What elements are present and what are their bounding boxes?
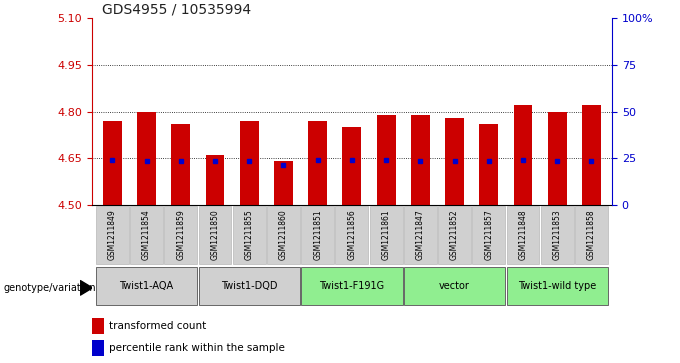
- Text: GSM1211855: GSM1211855: [245, 210, 254, 260]
- Bar: [582, 105, 601, 205]
- Text: GSM1211856: GSM1211856: [347, 210, 356, 260]
- Bar: [479, 124, 498, 205]
- Text: GSM1211849: GSM1211849: [108, 210, 117, 260]
- Text: Twist1-wild type: Twist1-wild type: [518, 281, 596, 291]
- Bar: [92, 340, 104, 356]
- FancyBboxPatch shape: [130, 206, 163, 264]
- Text: GSM1211847: GSM1211847: [416, 210, 425, 260]
- FancyBboxPatch shape: [507, 267, 608, 305]
- Text: vector: vector: [439, 281, 470, 291]
- FancyBboxPatch shape: [335, 206, 369, 264]
- Text: GSM1211851: GSM1211851: [313, 210, 322, 260]
- Bar: [274, 162, 293, 205]
- FancyBboxPatch shape: [473, 206, 505, 264]
- Text: GSM1211853: GSM1211853: [553, 210, 562, 260]
- Bar: [240, 121, 258, 205]
- FancyBboxPatch shape: [96, 206, 129, 264]
- Bar: [205, 155, 224, 205]
- FancyBboxPatch shape: [267, 206, 300, 264]
- Bar: [171, 124, 190, 205]
- Bar: [445, 118, 464, 205]
- FancyBboxPatch shape: [233, 206, 266, 264]
- FancyBboxPatch shape: [199, 206, 231, 264]
- FancyBboxPatch shape: [438, 206, 471, 264]
- Bar: [92, 318, 104, 334]
- Bar: [343, 127, 361, 205]
- FancyBboxPatch shape: [404, 267, 505, 305]
- Bar: [308, 121, 327, 205]
- Text: GSM1211858: GSM1211858: [587, 210, 596, 260]
- Text: GSM1211857: GSM1211857: [484, 210, 493, 260]
- Text: GSM1211859: GSM1211859: [176, 210, 185, 260]
- Bar: [137, 112, 156, 205]
- Bar: [513, 105, 532, 205]
- FancyBboxPatch shape: [575, 206, 608, 264]
- Bar: [548, 112, 566, 205]
- FancyBboxPatch shape: [507, 206, 539, 264]
- Text: Twist1-DQD: Twist1-DQD: [221, 281, 277, 291]
- FancyBboxPatch shape: [370, 206, 403, 264]
- Text: GSM1211852: GSM1211852: [450, 210, 459, 260]
- FancyBboxPatch shape: [96, 267, 197, 305]
- FancyBboxPatch shape: [301, 267, 403, 305]
- FancyBboxPatch shape: [404, 206, 437, 264]
- Text: GSM1211854: GSM1211854: [142, 210, 151, 260]
- Text: percentile rank within the sample: percentile rank within the sample: [109, 343, 284, 352]
- Polygon shape: [80, 281, 92, 295]
- Text: Twist1-AQA: Twist1-AQA: [120, 281, 173, 291]
- Bar: [377, 115, 396, 205]
- Text: genotype/variation: genotype/variation: [3, 283, 96, 293]
- Bar: [411, 115, 430, 205]
- Bar: [103, 121, 122, 205]
- Text: transformed count: transformed count: [109, 321, 206, 331]
- Text: Twist1-F191G: Twist1-F191G: [320, 281, 384, 291]
- Text: GSM1211860: GSM1211860: [279, 210, 288, 260]
- FancyBboxPatch shape: [541, 206, 574, 264]
- Text: GSM1211848: GSM1211848: [519, 210, 528, 260]
- Text: GDS4955 / 10535994: GDS4955 / 10535994: [102, 3, 252, 17]
- Text: GSM1211850: GSM1211850: [211, 210, 220, 260]
- FancyBboxPatch shape: [301, 206, 334, 264]
- Text: GSM1211861: GSM1211861: [381, 210, 390, 260]
- FancyBboxPatch shape: [165, 206, 197, 264]
- FancyBboxPatch shape: [199, 267, 300, 305]
